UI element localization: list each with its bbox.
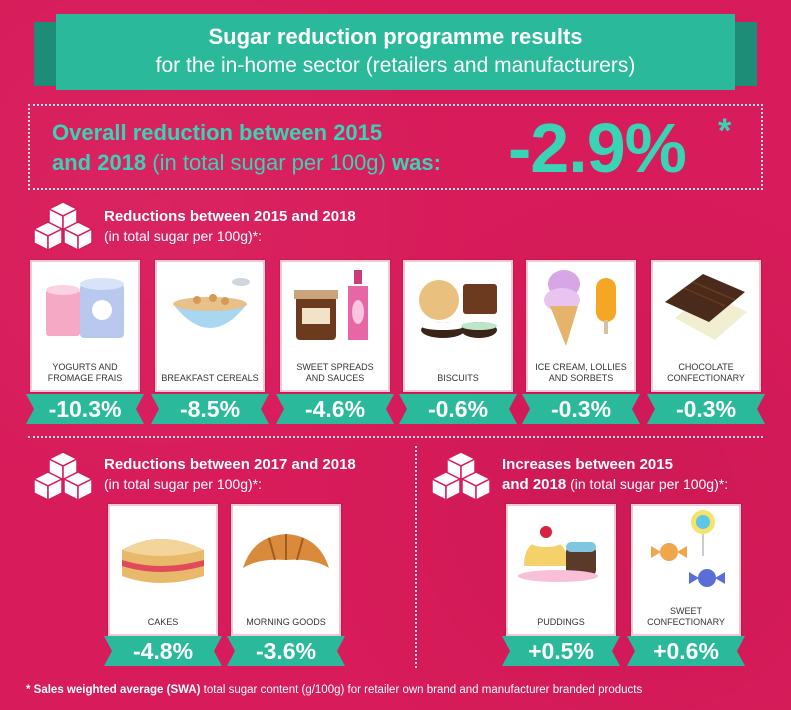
value-text: -0.6% (427, 396, 489, 422)
value-text: -4.6% (304, 396, 366, 422)
card-label: ICE CREAM, LOLLIES AND SORBETS (535, 362, 627, 383)
card-label: SWEET SPREADS AND SAUCES (296, 362, 374, 383)
sugar-cubes-icon (430, 451, 492, 502)
value-text: -8.5% (179, 396, 241, 422)
value-text: +0.6% (653, 638, 719, 664)
card-label: BREAKFAST CEREALS (161, 373, 259, 383)
value-tag: -10.3% (26, 394, 144, 424)
card-cereals: BREAKFAST CEREALS (155, 260, 265, 392)
card-label: YOGURTS AND FROMAGE FRAIS (47, 362, 123, 383)
card-yogurts: YOGURTS AND FROMAGE FRAIS (30, 260, 140, 392)
divider-vertical (415, 446, 417, 668)
overall-box: Overall reduction between 2015 and 2018 … (28, 104, 763, 190)
card-label: MORNING GOODS (246, 617, 326, 627)
chocolate-icon (665, 274, 747, 340)
value-tag: -8.5% (151, 394, 269, 424)
value-tag: +0.6% (627, 636, 745, 666)
value-tag: -4.6% (276, 394, 394, 424)
overall-value: -2.9% (508, 109, 687, 187)
card-icecream: ICE CREAM, LOLLIES AND SORBETS (526, 260, 636, 392)
value-tag: -0.6% (399, 394, 517, 424)
value-text: -4.8% (132, 638, 194, 664)
footnote: * Sales weighted average (SWA) total sug… (26, 684, 643, 696)
cake-icon (122, 539, 204, 583)
value-tag: -0.3% (522, 394, 640, 424)
value-text: -0.3% (550, 396, 612, 422)
cereal-bowl-icon (173, 278, 250, 328)
card-cakes: CAKES (108, 504, 218, 636)
section1-subtitle: (in total sugar per 100g)*: (104, 228, 262, 244)
biscuit-icon (419, 280, 497, 338)
section1-title: Reductions between 2015 and 2018 (104, 208, 356, 225)
overall-line2: and 2018 (in total sugar per 100g) was: (52, 150, 441, 175)
croissant-icon (243, 534, 329, 568)
section2-title: Reductions between 2017 and 2018 (104, 456, 356, 473)
title-banner: Sugar reduction programme results for th… (34, 14, 757, 94)
value-tag: -4.8% (104, 636, 222, 666)
card-sweet-confectionary: SWEET CONFECTIONARY (631, 504, 741, 636)
section3-title: Increases between 2015 (502, 456, 673, 473)
card-label: BISCUITS (437, 373, 479, 383)
divider-horizontal (28, 436, 763, 438)
card-spreads: SWEET SPREADS AND SAUCES (280, 260, 390, 392)
banner-subtitle: for the in-home sector (retailers and ma… (155, 54, 636, 77)
yogurt-icon (46, 278, 124, 338)
card-label: CHOCOLATE CONFECTIONARY (667, 362, 745, 383)
value-text: -3.6% (255, 638, 317, 664)
section2-subtitle: (in total sugar per 100g)*: (104, 476, 262, 492)
value-text: +0.5% (528, 638, 594, 664)
banner-ribbon (34, 14, 757, 90)
value-tag: -3.6% (227, 636, 345, 666)
pudding-icon (518, 526, 598, 582)
value-tag: +0.5% (502, 636, 620, 666)
value-text: -0.3% (675, 396, 737, 422)
overall-line1: Overall reduction between 2015 (52, 120, 383, 145)
card-morning-goods: MORNING GOODS (231, 504, 341, 636)
card-label: PUDDINGS (537, 617, 585, 627)
value-tag: -0.3% (647, 394, 765, 424)
value-text: -10.3% (48, 396, 122, 422)
card-puddings: PUDDINGS (506, 504, 616, 636)
card-chocolate: CHOCOLATE CONFECTIONARY (651, 260, 761, 392)
section3-subtitle: and 2018 (in total sugar per 100g)*: (502, 476, 729, 493)
overall-star: * (718, 112, 732, 150)
sugar-cubes-icon (32, 201, 94, 252)
ice-cream-icon (544, 270, 616, 346)
sugar-cubes-icon (32, 451, 94, 502)
card-biscuits: BISCUITS (403, 260, 513, 392)
banner-title: Sugar reduction programme results (208, 24, 583, 49)
sweets-icon (651, 510, 725, 587)
spread-jar-icon (294, 270, 368, 340)
card-label: SWEET CONFECTIONARY (647, 606, 725, 627)
card-label: CAKES (147, 617, 179, 627)
